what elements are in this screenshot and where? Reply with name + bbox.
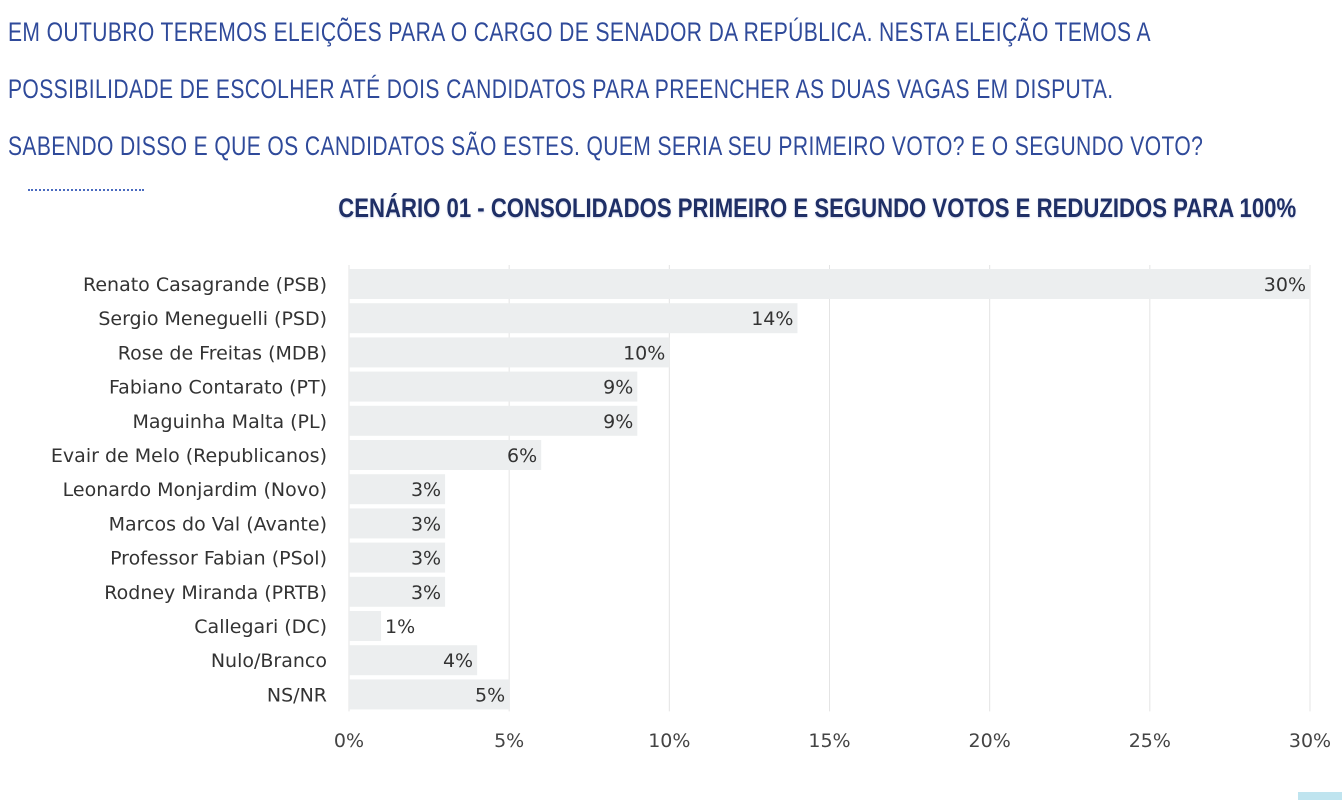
data-label: 3% [411, 479, 441, 501]
bar [349, 611, 382, 641]
bar [349, 440, 542, 470]
data-label: 3% [411, 548, 441, 570]
category-label: Fabiano Contarato (PT) [109, 377, 327, 399]
question-line-3: SABENDO DISSO E QUE OS CANDIDATOS SÃO ES… [8, 131, 1204, 161]
category-label: Evair de Melo (Republicanos) [51, 445, 327, 467]
bar [349, 542, 446, 573]
chart-title: CENÁRIO 01 - CONSOLIDADOS PRIMEIRO E SEG… [338, 193, 1296, 223]
x-tick-label: 25% [1129, 730, 1171, 752]
x-tick-label: 20% [969, 730, 1011, 752]
data-label: 30% [1264, 274, 1306, 296]
bar [349, 371, 638, 402]
x-tick-label: 10% [648, 730, 690, 752]
bar [349, 576, 446, 607]
bar [349, 269, 1310, 299]
data-label: 9% [603, 411, 633, 433]
category-label: Marcos do Val (Avante) [109, 513, 327, 535]
bar [349, 508, 446, 539]
x-tick-label: 0% [334, 730, 364, 752]
data-label: 6% [507, 445, 537, 467]
data-label: 1% [385, 616, 415, 638]
question-line-1: EM OUTUBRO TEREMOS ELEIÇÕES PARA O CARGO… [8, 17, 1151, 47]
dotted-divider [28, 189, 144, 191]
category-label: Renato Casagrande (PSB) [83, 274, 327, 296]
bar-chart: 0% 5% 10% 15% 20% 25% 30% Renato Casagrande (PS… [51, 265, 1331, 752]
question-text: EM OUTUBRO TEREMOS ELEIÇÕES PARA O CARGO… [8, 4, 1328, 175]
data-label: 4% [443, 650, 473, 672]
x-tick-label: 30% [1289, 730, 1331, 752]
category-label: Sergio Meneguelli (PSD) [98, 308, 327, 330]
category-label: Maguinha Malta (PL) [133, 411, 328, 433]
corner-decoration [1298, 792, 1342, 800]
bar [349, 337, 670, 368]
chart-labels: 0% 5% 10% 15% 20% 25% 30% Renato Casagrande (PS… [51, 274, 1331, 752]
data-label: 3% [411, 582, 441, 604]
category-label: Nulo/Branco [211, 650, 327, 672]
category-label: Rodney Miranda (PRTB) [104, 582, 327, 604]
bar [349, 645, 478, 676]
question-line-2: POSSIBILIDADE DE ESCOLHER ATÉ DOIS CANDI… [8, 74, 1114, 104]
bar [349, 474, 446, 505]
data-label: 10% [623, 342, 665, 364]
data-label: 14% [751, 308, 793, 330]
chart-bars [349, 269, 1310, 710]
bar [349, 679, 510, 710]
bar [349, 303, 798, 334]
category-label: Leonardo Monjardim (Novo) [63, 479, 327, 501]
bar [349, 405, 638, 436]
data-label: 3% [411, 513, 441, 535]
x-tick-label: 15% [808, 730, 850, 752]
x-tick-label: 5% [494, 730, 524, 752]
data-label: 9% [603, 377, 633, 399]
category-label: Callegari (DC) [194, 616, 327, 638]
data-label: 5% [475, 684, 505, 706]
category-label: Rose de Freitas (MDB) [118, 342, 327, 364]
category-label: Professor Fabian (PSol) [110, 548, 327, 570]
category-label: NS/NR [267, 684, 327, 706]
